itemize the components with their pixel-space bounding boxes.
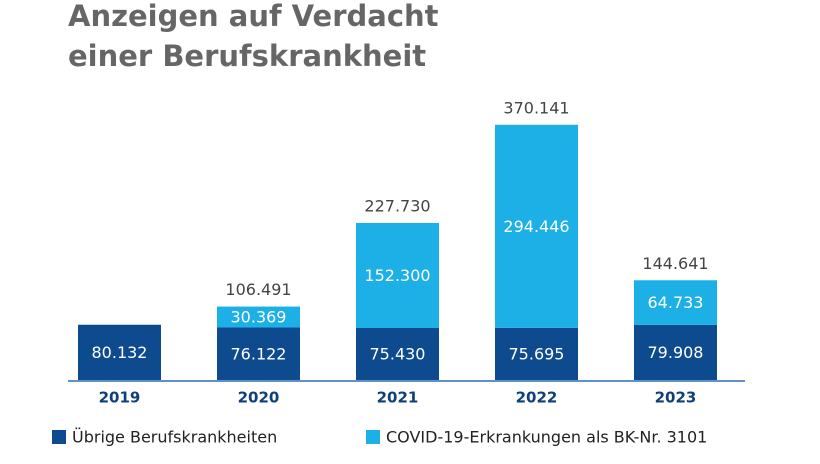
chart-title: einer Berufskrankheit [68,39,426,73]
bar-segment [356,327,439,380]
value-label: 64.733 [648,293,704,312]
bar-segment [634,324,717,380]
value-label: 294.446 [503,217,569,236]
legend-label: COVID-19-Erkrankungen als BK-Nr. 3101 [386,428,707,447]
total-label: 106.491 [225,280,291,299]
legend-swatch [52,430,66,444]
bar-segment [495,124,578,328]
chart-title: Anzeigen auf Verdacht [68,0,439,33]
x-tick-label: 2021 [377,389,419,407]
value-label: 75.695 [509,344,565,363]
legend-label: Übrige Berufskrankheiten [72,428,277,447]
value-label: 79.908 [648,343,704,362]
bar-segment [356,222,439,328]
bar-segment [78,324,161,380]
value-label: 30.369 [231,308,287,327]
bar-segment [495,327,578,380]
legend-swatch [366,430,380,444]
x-tick-label: 2019 [99,389,141,407]
total-label: 370.141 [503,98,569,117]
value-label: 76.122 [231,344,287,363]
bar-segment [217,306,300,328]
value-label: 80.132 [92,343,148,362]
x-tick-label: 2020 [238,389,280,407]
total-label: 144.641 [642,254,708,273]
value-label: 75.430 [370,344,426,363]
bar-segment [217,327,300,380]
total-label: 227.730 [364,196,430,215]
x-tick-label: 2023 [655,389,697,407]
x-tick-label: 2022 [516,389,558,407]
value-label: 152.300 [364,266,430,285]
bar-segment [634,280,717,325]
